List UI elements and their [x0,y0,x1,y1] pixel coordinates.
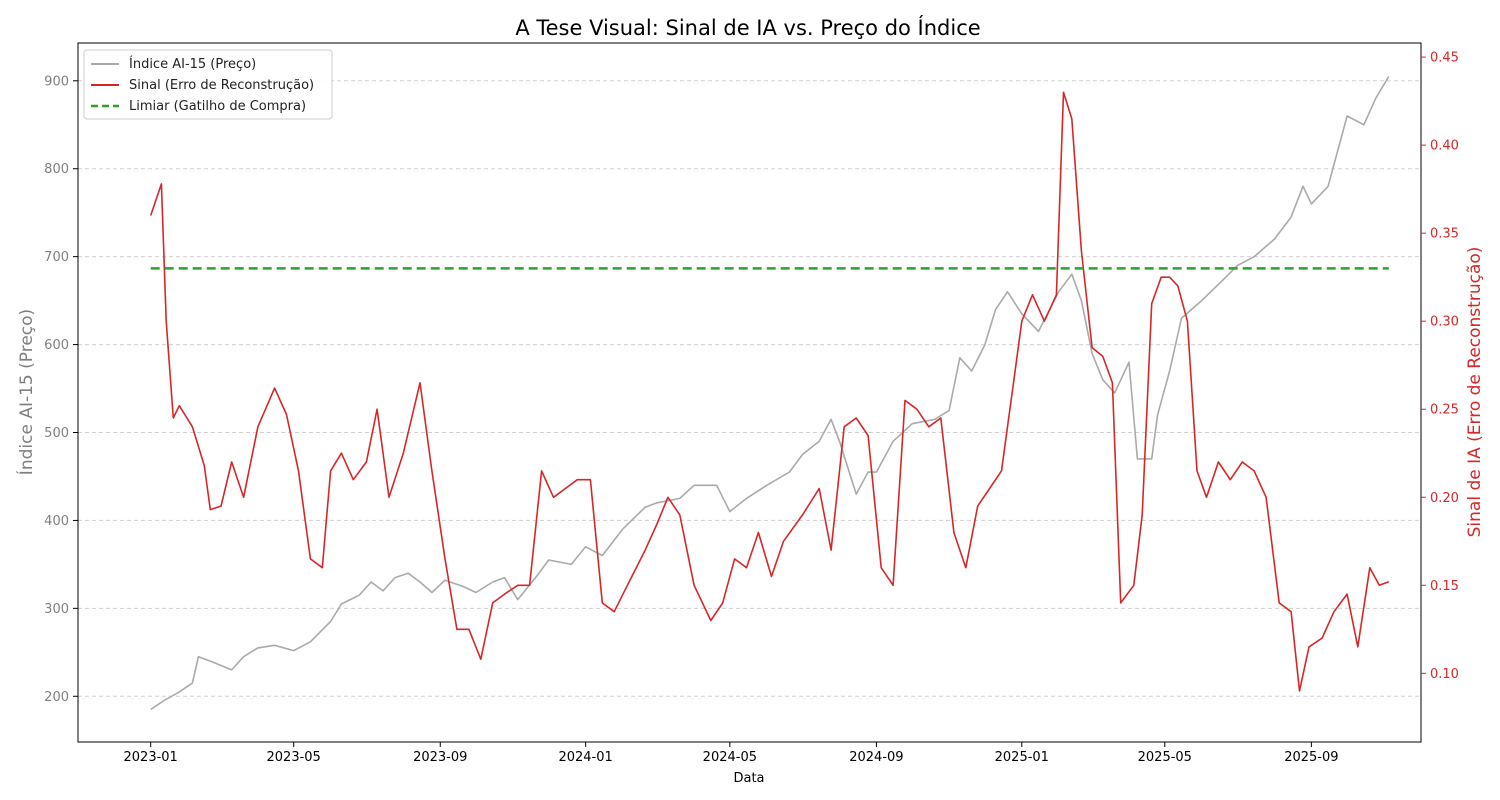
x-tick-label: 2023-05 [267,750,321,765]
legend-box [83,49,333,120]
y-left-tick-label: 200 [44,690,69,705]
y-left-tick-label: 500 [44,426,69,441]
y-axis-right: 0.10 0.15 0.20 0.25 0.30 0.35 0.40 0.45 [1421,51,1459,682]
chart-title: A Tese Visual: Sinal de IA vs. Preço do … [515,15,980,40]
y-axis-right-label: Sinal de IA (Erro de Reconstrução) [1465,247,1485,538]
y-right-tick-label: 0.15 [1430,579,1459,594]
y-left-tick-label: 900 [44,74,69,89]
y-right-tick-label: 0.30 [1430,315,1459,330]
y-right-tick-label: 0.35 [1430,227,1459,242]
plot-frame [77,42,1422,743]
x-tick-label: 2023-01 [124,750,178,765]
series-line-price [150,75,1390,711]
y-left-tick-label: 700 [44,250,69,265]
legend-label-threshold: Limiar (Gatilho de Compra) [129,99,306,114]
x-axis: 2023-01 2023-05 2023-09 2024-01 2024-05 2024-… [124,742,1339,765]
x-axis-label: Data [733,771,764,786]
y-left-tick-label: 800 [44,162,69,177]
x-tick-label: 2024-05 [703,750,757,765]
y-right-tick-label: 0.25 [1430,403,1459,418]
y-axis-left-label: Índice AI-15 (Preço) [15,309,37,475]
series-line-signal [149,91,1390,692]
y-axis-left: 200 300 400 500 600 700 800 900 [44,74,78,705]
x-tick-label: 2025-09 [1284,750,1338,765]
x-tick-label: 2024-09 [849,750,903,765]
legend: Índice AI-15 (Preço) Sinal (Erro de Reco… [83,49,333,120]
y-right-tick-label: 0.45 [1430,51,1459,66]
y-right-tick-label: 0.40 [1430,139,1459,154]
legend-label-signal: Sinal (Erro de Reconstrução) [129,78,314,93]
legend-label-price: Índice AI-15 (Preço) [129,56,256,72]
x-tick-label: 2025-05 [1138,750,1192,765]
x-tick-label: 2025-01 [995,750,1049,765]
y-right-tick-label: 0.10 [1430,667,1459,682]
y-left-tick-label: 300 [44,602,69,617]
y-right-tick-label: 0.20 [1430,491,1459,506]
y-left-tick-label: 600 [44,338,69,353]
series-lines [149,75,1390,711]
y-left-tick-label: 400 [44,514,69,529]
x-tick-label: 2024-01 [558,750,612,765]
x-tick-label: 2023-09 [413,750,467,765]
